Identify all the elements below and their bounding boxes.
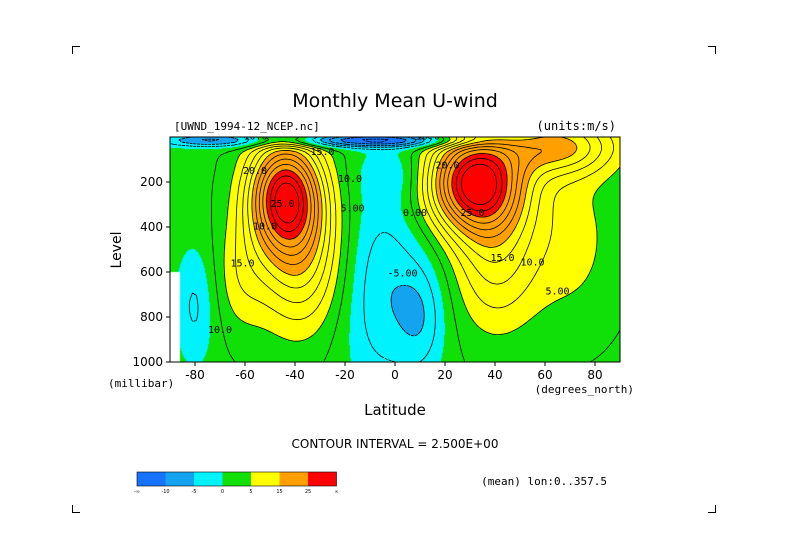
x-axis-label: Latitude [364, 401, 426, 419]
contour-line [266, 153, 508, 240]
colorbar-tick-label: 0 [221, 489, 224, 495]
colorbar-swatch [194, 472, 223, 486]
contour-line [178, 137, 425, 337]
contour-line [362, 138, 389, 143]
contour-line [262, 149, 513, 248]
contour-line [235, 137, 614, 321]
y-tick-label: 800 [140, 310, 163, 324]
contour-label: 0.00 [403, 208, 427, 219]
contour-label: 5.00 [340, 203, 364, 214]
colorbar-tick-label: -5 [192, 489, 197, 495]
y-tick-label: 1000 [132, 355, 163, 369]
colorbar-tick-label: ∞ [334, 489, 338, 495]
x-tick-label: -60 [235, 368, 255, 382]
x-tick-label: 0 [391, 368, 399, 382]
colorbar: -∞ -10 -5 0 5 15 25 ∞ [134, 471, 339, 495]
units-label: (units:m/s) [537, 119, 616, 133]
crop-mark-top-right [708, 46, 716, 54]
contour-label: -5.00 [387, 269, 417, 280]
x-tick-label: 60 [537, 368, 552, 382]
contour-label: 10.0 [253, 221, 277, 232]
contour-line [274, 163, 497, 224]
x-tick-label: -80 [185, 368, 205, 382]
colorbar-swatch [165, 472, 194, 486]
x-tick-label: 80 [587, 368, 602, 382]
colorbar-swatch [308, 472, 337, 486]
chart-title: Monthly Mean U-wind [292, 90, 498, 112]
contour-label: 20.0 [243, 166, 267, 177]
x-tick-label: -40 [285, 368, 305, 382]
contour-line [247, 137, 591, 289]
contour-lines [170, 137, 620, 362]
contour-line [258, 146, 520, 256]
colorbar-swatch [251, 472, 280, 486]
colorbar-tick-label: -10 [161, 489, 169, 495]
y-tick-label: 200 [140, 175, 163, 189]
contour-label: 20.0 [435, 161, 459, 172]
contour-line [211, 137, 620, 362]
colorbar-tick-label: 15 [276, 489, 282, 495]
y-axis-label: Level [109, 232, 125, 269]
colorbar-swatch [222, 472, 251, 486]
contour-label: 15.0 [490, 253, 514, 264]
colorbar-tick-label: -∞ [134, 489, 140, 495]
contour-label: 10.0 [338, 174, 362, 185]
contour-labels: -10.0 -10.0 15.0 20.0 10.0 5.00 0.00 20.0 10.0 15… [208, 131, 570, 336]
crop-mark-top-left [72, 46, 80, 54]
contour-label: 10.0 [208, 325, 232, 336]
contour-interval-text: CONTOUR INTERVAL = 2.500E+00 [292, 437, 499, 451]
contour-label: 15.0 [310, 147, 334, 158]
colorbar-swatch [137, 472, 166, 486]
contour-line [242, 137, 602, 304]
colorbar-swatch [279, 472, 308, 486]
crop-mark-bottom-left [72, 505, 80, 513]
contour-label: 15.0 [230, 258, 254, 269]
colorbar-frame [136, 471, 337, 487]
crop-mark-bottom-right [708, 505, 716, 513]
contour-label: -10.0 [410, 131, 440, 142]
footer-note: (mean) lon:0..357.5 [481, 475, 607, 488]
contour-line [251, 137, 578, 276]
contour-line [223, 137, 620, 342]
y-axis-ticks: 200 400 600 800 1000 [132, 175, 170, 369]
contour-line [255, 143, 542, 265]
x-tick-label: -20 [335, 368, 355, 382]
x-tick-label: 20 [437, 368, 452, 382]
contour-label: 5.00 [545, 287, 569, 298]
contour-label: 10.0 [520, 257, 544, 268]
contour-label: -10.0 [237, 131, 267, 142]
x-tick-label: 40 [487, 368, 502, 382]
contour-label: 25.0 [270, 199, 294, 210]
wind-field-fill [170, 137, 620, 362]
colorbar-tick-label: 25 [305, 489, 311, 495]
contour-line [269, 158, 503, 232]
x-axis-units: (degrees_north) [535, 383, 634, 396]
x-axis-ticks: -80 -60 -40 -20 0 20 40 60 80 [185, 362, 603, 382]
contour-label: 25.0 [460, 208, 484, 219]
colorbar-tick-label: 5 [249, 489, 252, 495]
y-axis-units: (millibar) [108, 377, 174, 390]
dataset-label: [UWND_1994-12_NCEP.nc] [174, 120, 320, 133]
y-tick-label: 600 [140, 265, 163, 279]
y-tick-label: 400 [140, 220, 163, 234]
